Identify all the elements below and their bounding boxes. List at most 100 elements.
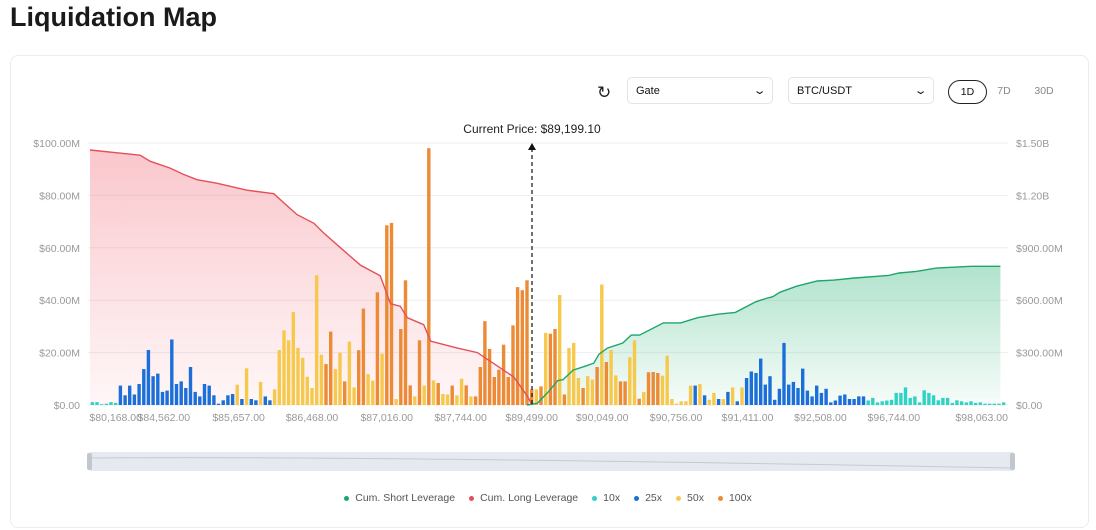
bar-50x	[576, 378, 581, 405]
bar-25x	[861, 396, 866, 405]
legend-10x[interactable]: 10x	[592, 492, 620, 504]
bar-10x	[973, 402, 978, 405]
right-axis-tick: $300.00M	[1016, 348, 1063, 360]
x-axis-tick: $80,168.00	[89, 412, 142, 424]
bar-10x	[931, 395, 936, 405]
bar-100x	[343, 381, 347, 405]
slider-handle-right[interactable]	[1010, 453, 1015, 470]
bar-50x	[244, 368, 249, 405]
bar-25x	[787, 384, 791, 405]
cum-short-area	[526, 266, 1001, 405]
bar-10x	[871, 397, 875, 405]
bar-10x	[866, 400, 870, 405]
legend-cum-short[interactable]: Cum. Short Leverage	[344, 492, 455, 504]
legend-25x[interactable]: 25x	[634, 492, 662, 504]
bar-10x	[100, 404, 104, 405]
bar-25x	[132, 394, 137, 405]
bar-100x	[473, 396, 478, 405]
bar-50x	[600, 284, 604, 405]
bar-100x	[637, 398, 641, 405]
bar-50x	[301, 357, 305, 405]
legend-100x[interactable]: 100x	[717, 492, 752, 504]
zoom-slider[interactable]	[87, 452, 1015, 471]
left-axis-tick: $20.00M	[39, 348, 80, 360]
bar-25x	[824, 388, 828, 405]
bar-10x	[885, 400, 889, 405]
bar-50x	[707, 399, 711, 405]
bar-25x	[268, 400, 272, 405]
bar-100x	[553, 329, 557, 405]
bar-25x	[254, 400, 258, 405]
right-axis-tick: $1.20B	[1016, 190, 1049, 202]
bar-25x	[857, 396, 861, 405]
bar-50x	[534, 389, 538, 405]
bar-100x	[417, 340, 422, 405]
x-axis-tick: $98,063.00	[955, 412, 1008, 424]
bar-25x	[151, 376, 155, 405]
bar-25x	[156, 373, 160, 405]
bar-25x	[791, 381, 796, 405]
bar-50x	[422, 385, 426, 405]
bar-25x	[735, 401, 739, 405]
bar-50x	[380, 353, 384, 405]
bar-25x	[796, 388, 800, 405]
bar-50x	[558, 295, 562, 405]
refresh-icon[interactable]: ↻	[597, 83, 612, 102]
x-axis-tick: $89,499.00	[505, 412, 558, 424]
exchange-select[interactable]: Gate ⌄	[627, 77, 773, 104]
bar-25x	[123, 395, 127, 405]
bar-10x	[959, 401, 964, 405]
bar-100x	[520, 290, 524, 405]
bar-50x	[272, 389, 277, 405]
bar-25x	[773, 399, 777, 405]
bar-10x	[950, 402, 954, 405]
bar-100x	[403, 280, 408, 405]
legend-cum-long[interactable]: Cum. Long Leverage	[469, 492, 578, 504]
bar-10x	[927, 392, 931, 405]
bar-10x	[917, 402, 922, 405]
bar-100x	[595, 367, 599, 405]
right-axis-tick: $900.00M	[1016, 243, 1063, 255]
bar-100x	[506, 377, 510, 405]
tab-7d[interactable]: 7D	[997, 85, 1011, 97]
left-axis-tick: $100.00M	[33, 138, 80, 150]
bar-10x	[955, 400, 959, 405]
bar-25x	[193, 391, 197, 405]
bar-50x	[296, 347, 300, 405]
bar-50x	[258, 381, 263, 405]
bar-25x	[805, 390, 810, 405]
tab-30d[interactable]: 30D	[1034, 85, 1054, 97]
bar-10x	[889, 399, 894, 405]
left-axis-tick: $80.00M	[39, 190, 80, 202]
bar-10x	[978, 402, 982, 405]
bar-100x	[324, 364, 328, 405]
bar-50x	[445, 394, 450, 405]
bar-25x	[801, 368, 805, 405]
bar-25x	[810, 396, 814, 405]
right-axis-tick: $600.00M	[1016, 295, 1063, 307]
chevron-down-icon: ⌄	[752, 85, 767, 97]
bar-25x	[763, 384, 767, 405]
legend-50x[interactable]: 50x	[676, 492, 704, 504]
bar-10x	[969, 401, 973, 405]
bar-50x	[544, 332, 548, 405]
bar-50x	[338, 352, 342, 405]
bar-100x	[427, 148, 431, 405]
x-axis-tick: $86,468.00	[286, 412, 339, 424]
bar-10x	[992, 403, 996, 405]
bar-25x	[146, 350, 151, 405]
bar-10x	[899, 392, 903, 405]
slider-handle-left[interactable]	[87, 453, 92, 470]
tab-1d[interactable]: 1D	[948, 80, 987, 104]
bar-50x	[459, 378, 464, 405]
bar-50x	[319, 354, 324, 405]
bar-100x	[530, 389, 534, 405]
bar-50x	[572, 342, 576, 405]
x-axis-tick: $90,756.00	[650, 412, 703, 424]
bar-10x	[983, 403, 987, 405]
bar-25x	[833, 400, 838, 405]
bar-50x	[670, 399, 674, 405]
bar-50x	[628, 357, 632, 405]
pair-select[interactable]: BTC/USDT ⌄	[788, 77, 934, 104]
bar-50x	[413, 396, 417, 405]
